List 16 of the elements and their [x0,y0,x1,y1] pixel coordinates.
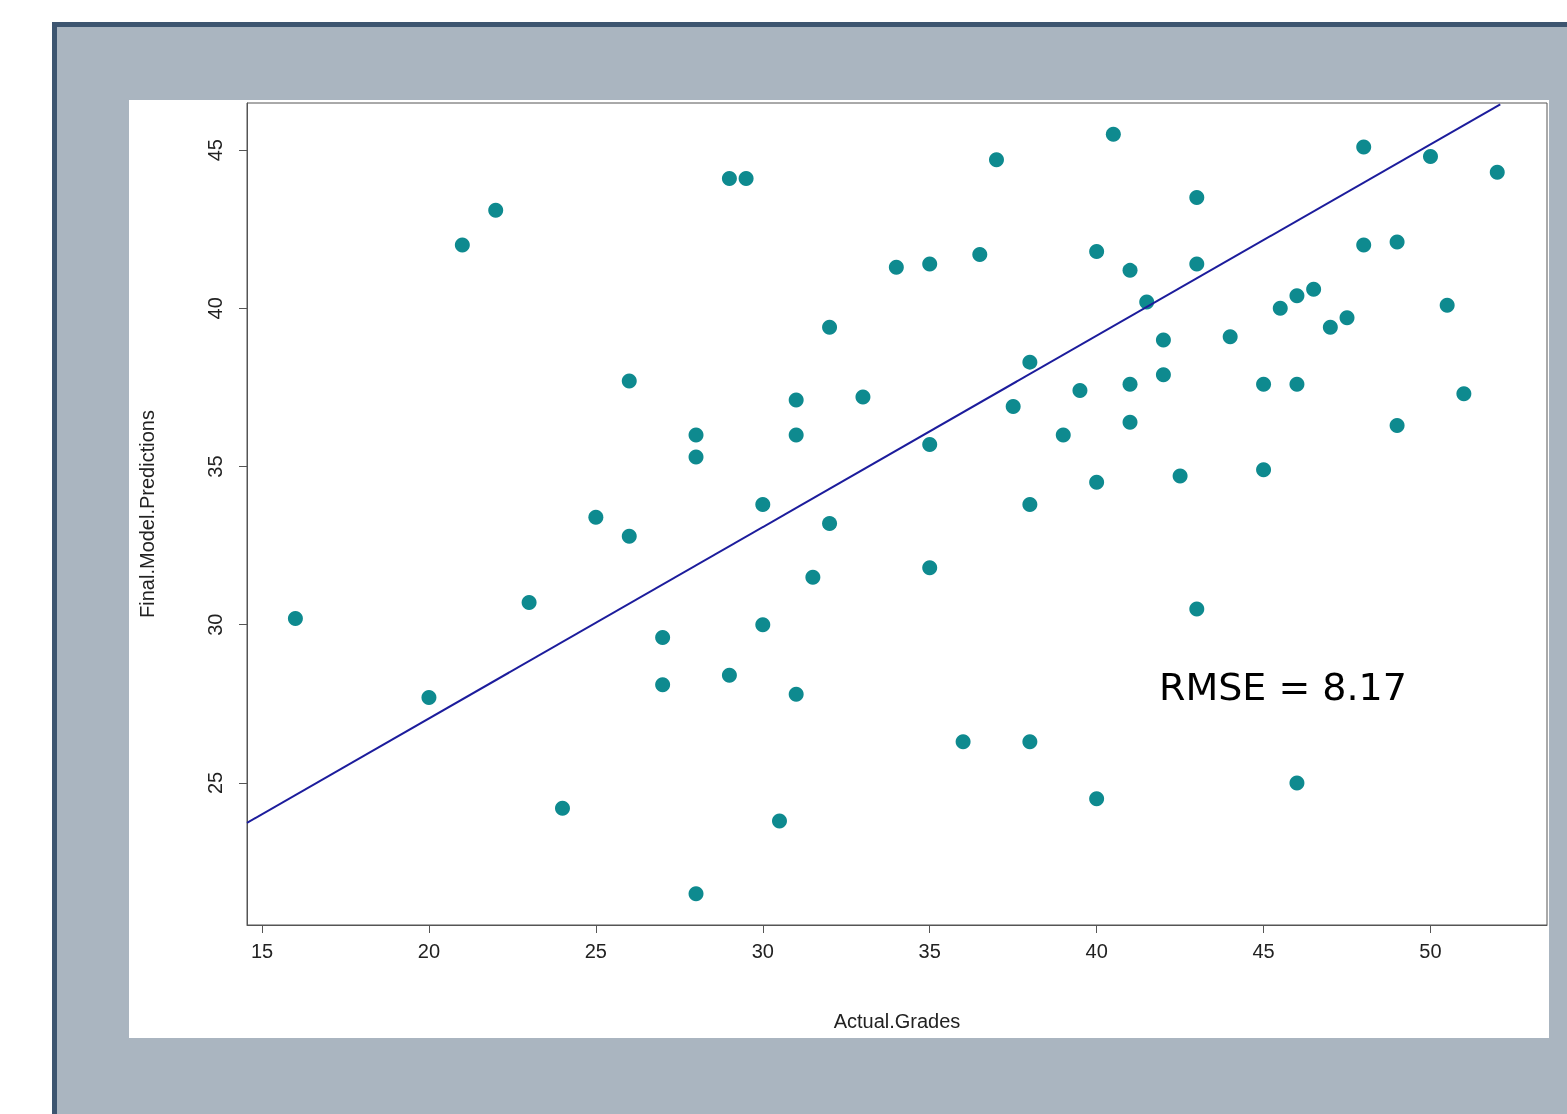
x-tick-label: 20 [417,940,441,962]
x-tick-label: 30 [751,940,774,962]
x-tick-label: 50 [1419,940,1442,962]
x-tick-label: 40 [1085,940,1108,962]
x-axis-title: Actual.Grades [833,1010,961,1032]
y-tick-label: 35 [204,455,226,478]
x-tick-label: 25 [584,940,607,962]
annotation: RMSE = 8.17 [1159,665,1407,709]
y-tick-label: 40 [204,297,226,320]
y-tick-label: 30 [204,613,226,636]
y-tick-label: 25 [204,771,226,795]
y-axis-title: Final.Model.Predictions [136,410,158,618]
x-tick-label: 35 [918,940,941,962]
y-tick-label: 45 [204,139,226,162]
x-tick-label: 45 [1252,940,1275,962]
x-tick-label: 15 [250,940,274,962]
